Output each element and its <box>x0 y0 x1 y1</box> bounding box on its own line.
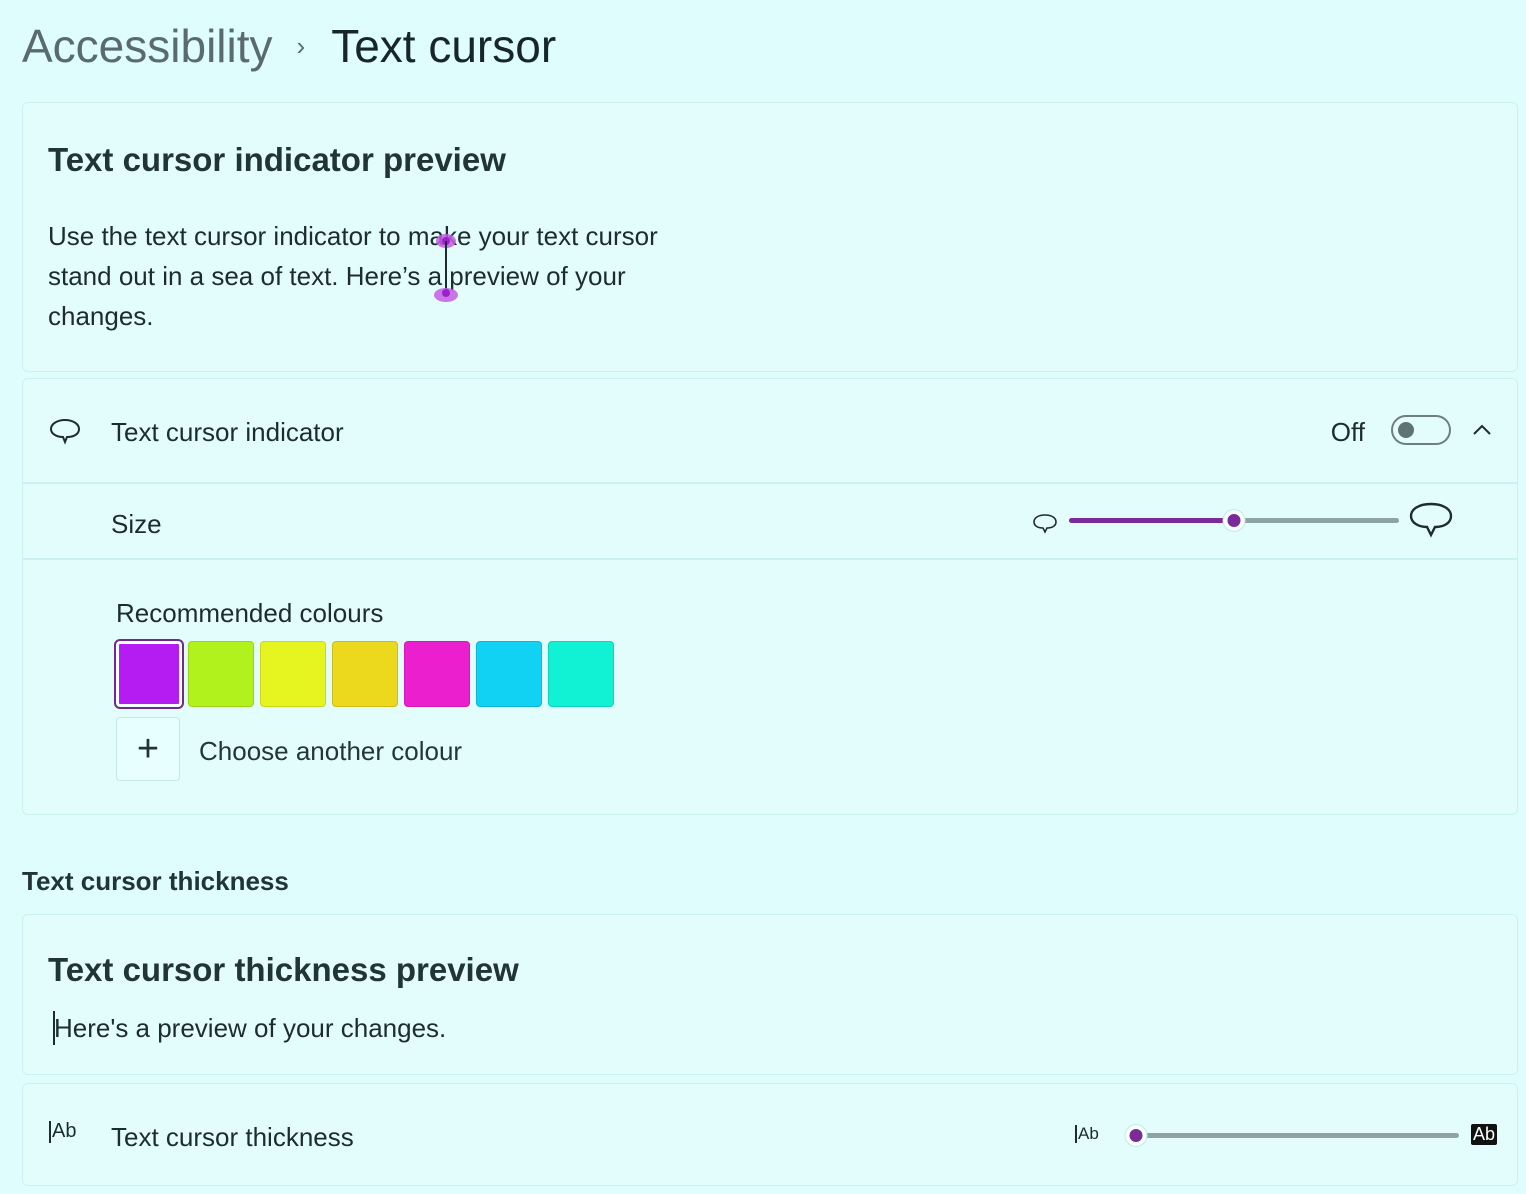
text-cursor-indicator-toggle[interactable] <box>1391 415 1451 445</box>
breadcrumb: Accessibility › Text cursor <box>22 14 556 78</box>
colour-swatch[interactable] <box>332 641 398 707</box>
slider-thumb[interactable] <box>1222 509 1246 532</box>
speech-bubble-icon <box>49 418 81 445</box>
chevron-right-icon: › <box>296 30 306 61</box>
indicator-preview-card: Text cursor indicator preview Use the te… <box>22 102 1518 372</box>
divider <box>23 558 1517 560</box>
slider-track <box>1125 1133 1459 1138</box>
slider-thumb[interactable] <box>1124 1124 1148 1147</box>
indicator-preview-text: Use the text cursor indicator to make yo… <box>48 221 658 331</box>
toggle-state-label: Off <box>1330 417 1365 447</box>
colour-swatch[interactable] <box>114 639 184 709</box>
add-colour-button[interactable]: + <box>116 717 180 781</box>
page-title: Text cursor <box>331 20 557 72</box>
thin-cursor-ab-icon: Ab <box>1075 1124 1099 1144</box>
size-label: Size <box>111 509 162 539</box>
plus-icon: + <box>136 727 160 770</box>
large-bubble-icon <box>1409 502 1453 538</box>
thick-cursor-ab-icon: Ab <box>1471 1124 1498 1145</box>
breadcrumb-accessibility-link[interactable]: Accessibility <box>22 20 273 72</box>
divider <box>23 482 1517 484</box>
slider-fill <box>1069 518 1234 523</box>
thickness-preview-text: Here's a preview of your changes. <box>54 1013 447 1043</box>
thickness-preview-card: Text cursor thickness preview Here's a p… <box>22 914 1518 1075</box>
text-caret <box>53 1011 55 1045</box>
recommended-colours-heading: Recommended colours <box>116 598 384 628</box>
text-cursor-indicator-icon <box>434 234 458 302</box>
chevron-up-icon[interactable] <box>1469 417 1495 443</box>
colour-swatch[interactable] <box>404 641 470 707</box>
text-cursor-indicator-card: Text cursor indicator Off Size Recommend… <box>22 378 1518 815</box>
colour-swatch[interactable] <box>476 641 542 707</box>
colour-swatch[interactable] <box>548 641 614 707</box>
colour-swatches <box>114 639 620 709</box>
small-bubble-icon <box>1033 514 1057 534</box>
text-cursor-thickness-slider[interactable] <box>1124 1120 1459 1150</box>
size-slider[interactable] <box>1069 505 1399 535</box>
choose-another-colour-label[interactable]: Choose another colour <box>199 736 463 766</box>
indicator-preview-title: Text cursor indicator preview <box>48 141 506 178</box>
text-cursor-indicator-label: Text cursor indicator <box>111 417 344 447</box>
text-cursor-thickness-label: Text cursor thickness <box>111 1122 354 1152</box>
toggle-knob <box>1398 422 1414 438</box>
colour-swatch[interactable] <box>188 641 254 707</box>
text-cursor-thickness-heading: Text cursor thickness <box>22 866 289 896</box>
text-cursor-ab-icon: Ab <box>49 1120 76 1143</box>
text-cursor-thickness-card: Ab Text cursor thickness Ab Ab <box>22 1083 1518 1186</box>
thickness-preview-title: Text cursor thickness preview <box>48 951 519 988</box>
colour-swatch[interactable] <box>260 641 326 707</box>
